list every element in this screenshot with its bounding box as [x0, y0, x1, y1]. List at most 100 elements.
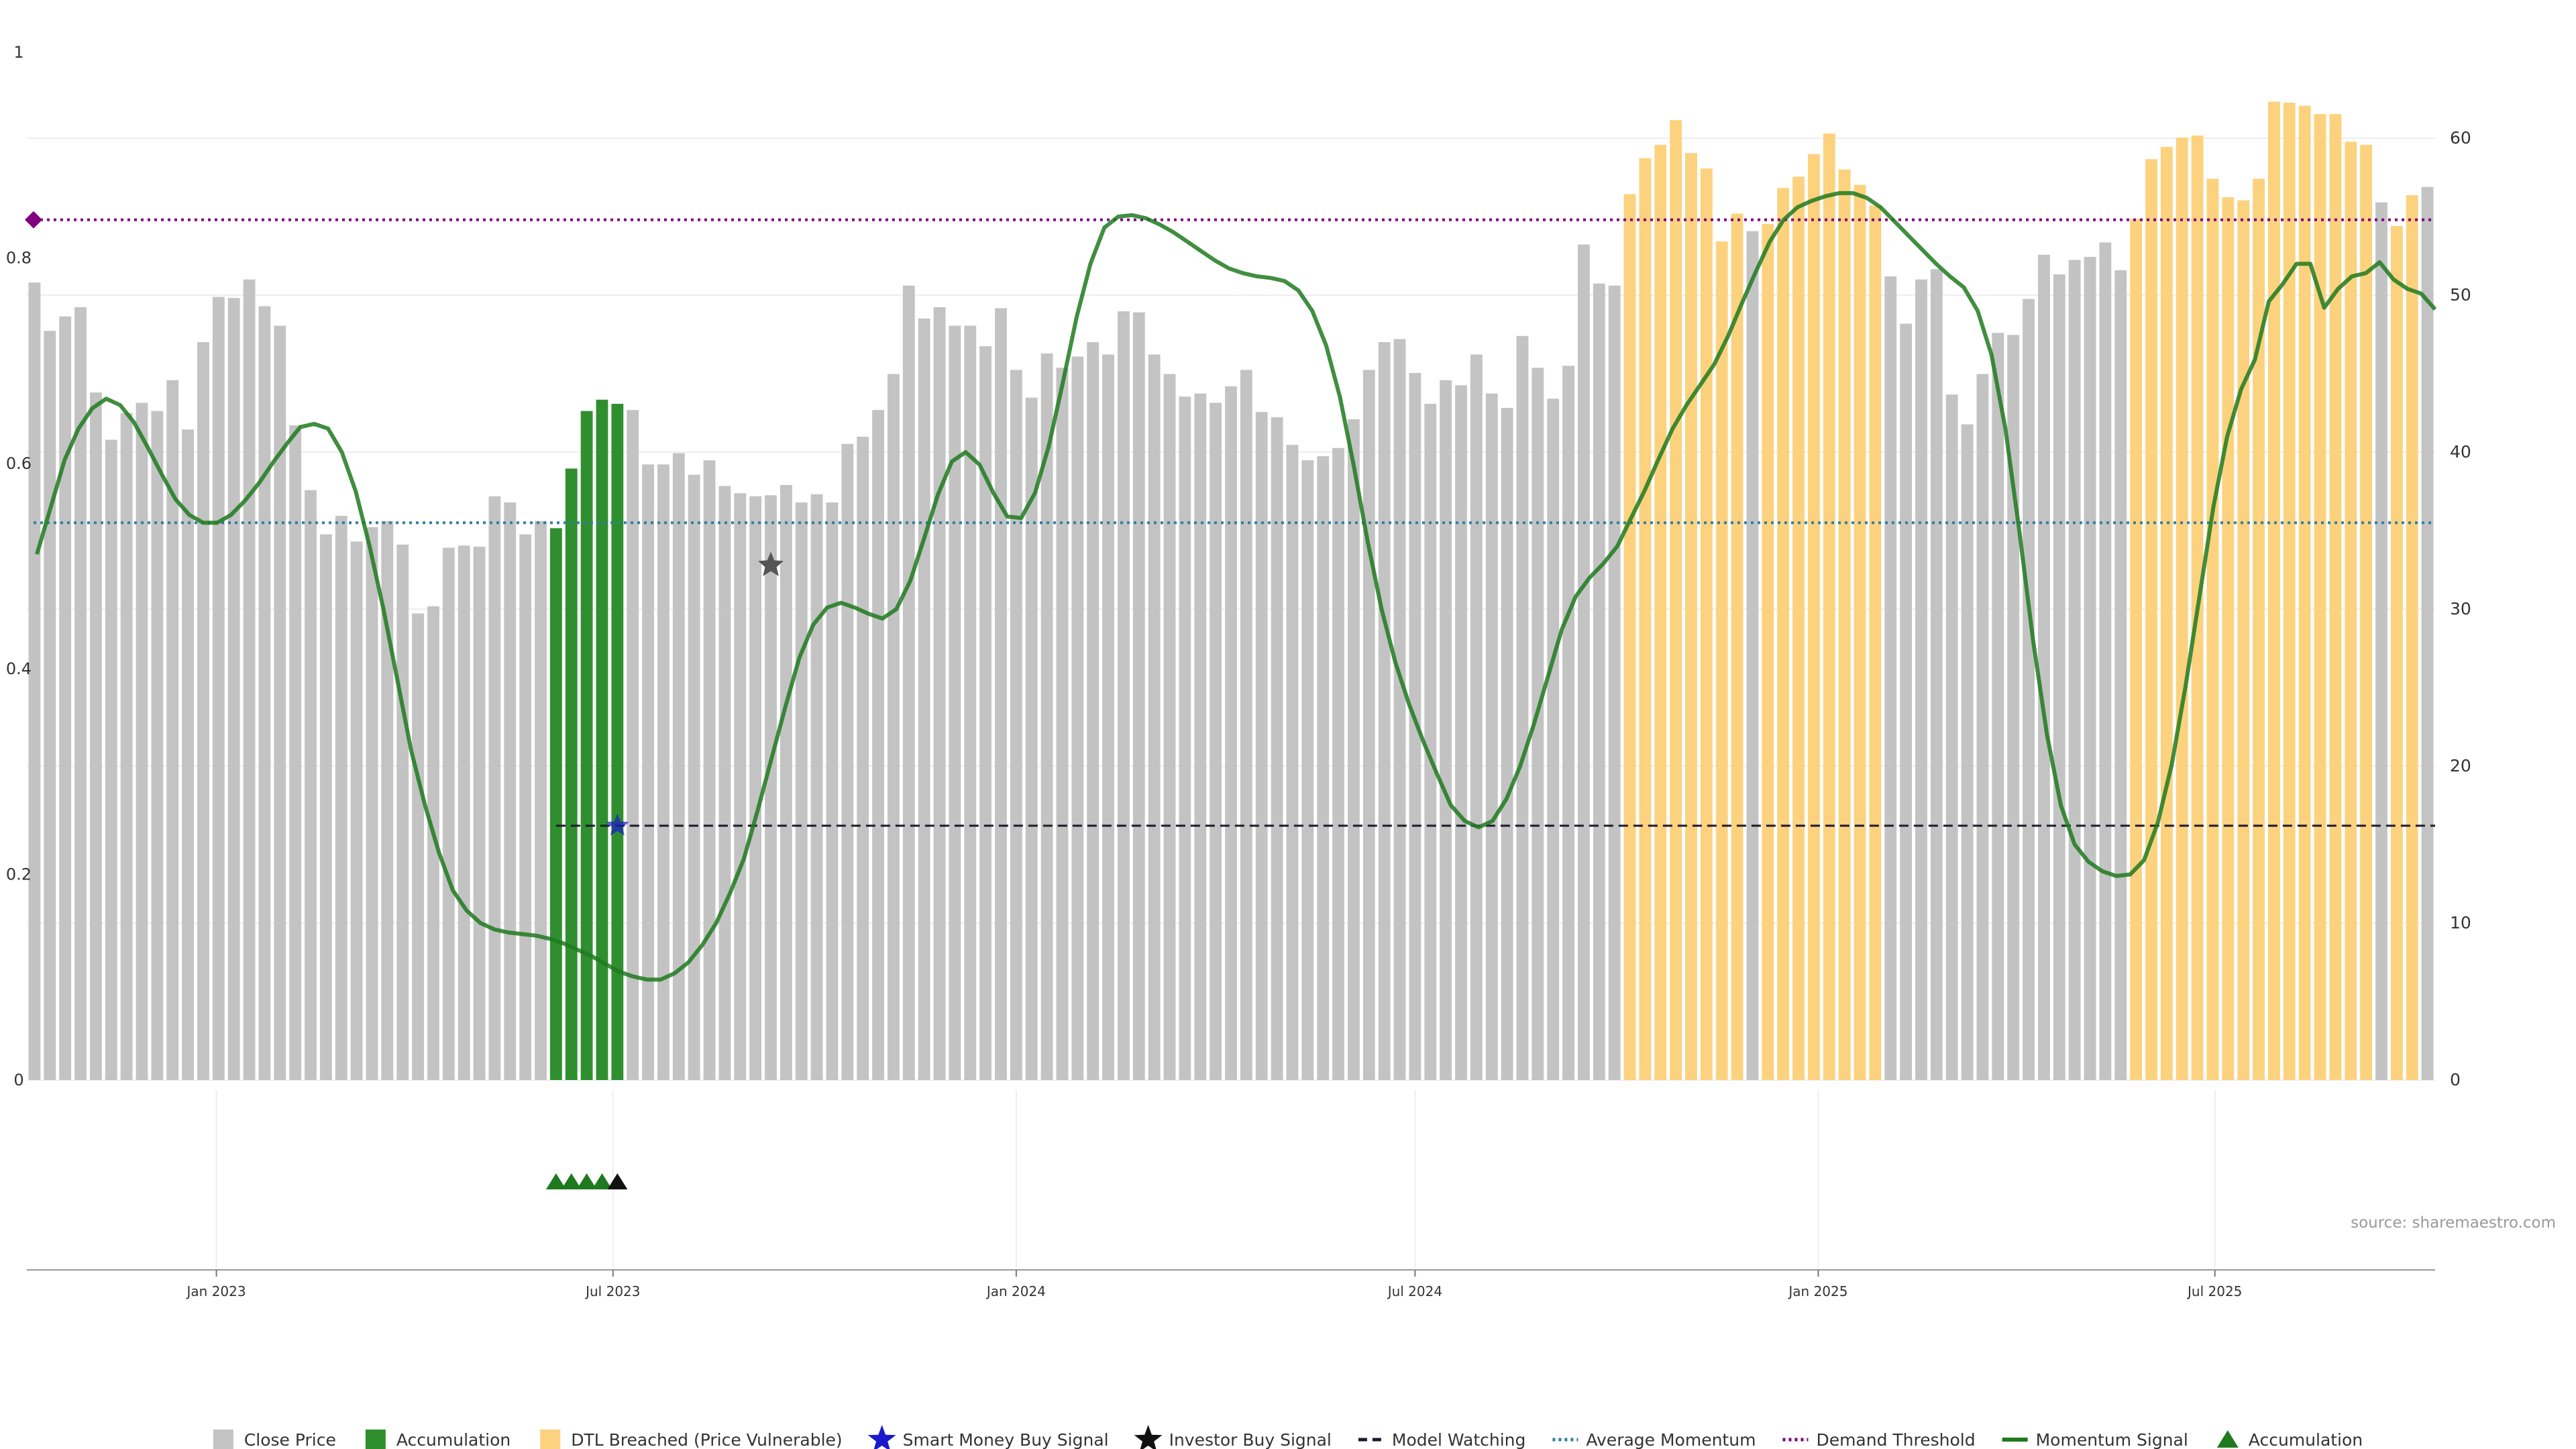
close-price-bar	[995, 308, 1007, 1080]
close-price-bar	[1746, 231, 1759, 1080]
dtl-breached-bar	[2145, 159, 2157, 1080]
close-price-bar	[1255, 412, 1268, 1080]
close-price-bar	[780, 484, 792, 1080]
close-price-bar	[810, 494, 823, 1080]
close-price-bar	[1332, 447, 1344, 1080]
close-price-bar	[826, 502, 839, 1080]
close-price-bar	[120, 413, 133, 1080]
dtl-breached-bar	[1792, 176, 1805, 1080]
close-price-bar	[274, 325, 286, 1081]
legend-label: Momentum Signal	[2036, 1430, 2188, 1449]
close-price-bar	[718, 486, 731, 1080]
dtl-breached-bar	[1670, 120, 1682, 1080]
close-price-bar	[381, 521, 394, 1080]
close-price-bar	[1578, 244, 1590, 1080]
left-axis-tick-label: 0.4	[6, 659, 32, 678]
legend-item: Demand Threshold	[1782, 1430, 1976, 1449]
dtl-breached-bar	[2360, 144, 2373, 1080]
source-note: source: sharemaestro.com	[2351, 1214, 2556, 1232]
legend-label: Accumulation	[396, 1430, 511, 1449]
close-price-bar	[243, 279, 256, 1080]
x-axis-tick-label: Jan 2023	[186, 1283, 246, 1299]
close-price-bar	[1930, 269, 1943, 1081]
close-price-bar	[1348, 419, 1360, 1080]
smart-money-star-icon	[606, 813, 629, 836]
left-axis-tick-label: 0	[13, 1071, 23, 1089]
close-price-bar	[1884, 276, 1897, 1080]
dtl-breached-bar	[2267, 101, 2280, 1080]
close-price-bar	[473, 546, 486, 1080]
close-price-bars	[28, 101, 2434, 1081]
left-axis-tick-label: 0.6	[6, 454, 32, 473]
close-price-bar	[1179, 396, 1191, 1080]
dtl-breached-bar	[1823, 133, 1835, 1081]
close-price-bar	[151, 411, 164, 1080]
close-price-bar	[289, 425, 302, 1080]
close-price-bar	[1516, 335, 1529, 1080]
close-price-bar	[1915, 279, 1927, 1080]
close-price-bar	[1102, 354, 1114, 1081]
signal-lines	[25, 191, 2437, 982]
close-price-bar	[1593, 283, 1605, 1081]
close-price-bar	[319, 534, 332, 1080]
signal-markers	[545, 551, 784, 1189]
legend-label: Investor Buy Signal	[1169, 1430, 1332, 1449]
legend-label: Smart Money Buy Signal	[903, 1430, 1109, 1449]
legend-triangle-icon	[2216, 1430, 2239, 1448]
demand-threshold-diamond	[25, 211, 42, 229]
left-axis-tick-label: 0.8	[6, 248, 32, 267]
close-price-bar	[1608, 285, 1621, 1080]
close-price-bar	[1900, 323, 1913, 1080]
accumulation-triangle-icon	[545, 1173, 566, 1189]
right-axis-tick-label: 40	[2450, 442, 2471, 462]
close-price-bar	[458, 545, 470, 1080]
close-price-bar	[642, 464, 655, 1080]
dtl-breached-bar	[1654, 144, 1667, 1080]
close-price-bar	[979, 346, 992, 1080]
dtl-breached-bar	[2390, 225, 2403, 1081]
dtl-breached-bar	[1623, 194, 1636, 1080]
dtl-breached-bar	[2206, 178, 2219, 1080]
close-price-bar	[627, 410, 639, 1080]
close-price-bar	[335, 515, 347, 1080]
close-price-bar	[44, 331, 56, 1080]
close-price-bar	[672, 453, 685, 1080]
legend-swatch-icon	[365, 1430, 386, 1449]
dtl-breached-bar	[2314, 113, 2326, 1080]
close-price-bar	[2037, 254, 2050, 1081]
dtl-breached-bar	[1869, 205, 1882, 1080]
close-price-bar	[888, 374, 900, 1080]
dtl-breached-bar	[1838, 169, 1851, 1081]
close-price-bar	[1501, 408, 1513, 1080]
momentum-signal-line	[35, 191, 2437, 982]
legend-item: DTL Breached (Price Vulnerable)	[540, 1430, 843, 1449]
close-price-bar	[2023, 299, 2035, 1081]
close-price-bar	[1440, 380, 1452, 1080]
close-price-bar	[258, 306, 271, 1080]
close-price-bar	[2421, 186, 2434, 1080]
dtl-breached-bar	[1715, 241, 1728, 1081]
dtl-breached-bar	[1639, 158, 1652, 1080]
close-price-bar	[1210, 402, 1222, 1080]
close-price-bar	[1378, 342, 1391, 1081]
dtl-breached-bar	[1854, 184, 1866, 1081]
close-price-bar	[212, 297, 225, 1081]
legend-star-icon	[1134, 1425, 1163, 1449]
close-price-bar	[1225, 386, 1237, 1080]
left-axis-tick-label: 1	[13, 43, 23, 62]
close-price-bar	[1317, 456, 1330, 1080]
close-price-bar	[1992, 333, 2004, 1081]
dtl-breached-bar	[1807, 154, 1820, 1081]
right-axis-tick-label: 30	[2450, 599, 2471, 619]
close-price-bar	[1976, 374, 1989, 1080]
close-price-bar	[841, 443, 854, 1080]
close-price-bar	[2068, 260, 2081, 1080]
close-price-bar	[857, 436, 869, 1080]
right-axis-tick-label: 0	[2450, 1070, 2461, 1089]
legend-item: Momentum Signal	[2002, 1430, 2188, 1449]
right-axis-tick-label: 10	[2450, 913, 2471, 932]
close-price-bar	[1945, 394, 1958, 1080]
legend-item: Smart Money Buy Signal	[867, 1425, 1109, 1449]
close-price-bar	[1118, 311, 1130, 1081]
dtl-breached-bar	[2329, 113, 2342, 1080]
